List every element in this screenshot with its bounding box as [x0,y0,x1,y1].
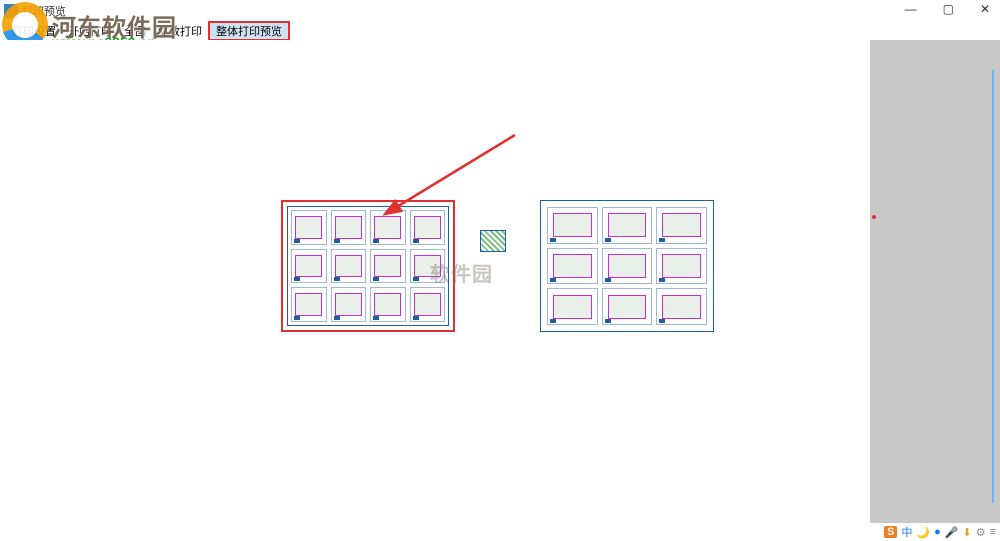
menu-bar: 打印设置 开始打印 全图 缩放打印 整体打印预览 [0,22,1000,40]
tray-icon[interactable]: ≡ [990,526,996,538]
drawing-cell [370,249,406,284]
menu-full-view[interactable]: 全图 [118,22,152,40]
sheet1-grid [291,210,445,322]
tray-icon[interactable]: ● [934,526,941,538]
tray-brand-icon[interactable]: S [884,526,897,538]
drawing-cell [331,210,367,245]
side-panel [870,40,1000,523]
minimize-button[interactable]: — [899,2,923,16]
window-controls: — ▢ ✕ [899,2,996,16]
app-icon [4,4,18,18]
drawing-sheet-1[interactable] [281,200,455,332]
sheet2-grid [547,207,707,325]
tray-icon[interactable]: 🎤 [945,526,959,539]
drawing-cell [602,207,653,244]
window-title: 打印预览 [22,3,66,19]
tray-icon[interactable]: 🌙 [916,526,930,539]
drawing-cell [602,248,653,285]
drawing-cell [547,248,598,285]
menu-start-print[interactable]: 开始打印 [62,22,118,40]
drawing-cell [410,249,446,284]
drawing-cell [410,287,446,322]
tray-icon[interactable]: 中 [901,524,912,540]
preview-canvas: 软件园 [0,40,1000,523]
drawing-cell [547,288,598,325]
drawing-cell [331,249,367,284]
drawing-cell [602,288,653,325]
title-bar: 打印预览 — ▢ ✕ [0,0,1000,22]
drawing-cell [331,287,367,322]
tray-icon[interactable]: ⬇ [962,526,971,539]
menu-overall-preview[interactable]: 整体打印预览 [208,21,290,41]
marker-dot [872,215,876,219]
thumbnail-detail[interactable] [480,230,506,252]
maximize-button[interactable]: ▢ [937,2,960,16]
menu-print-settings[interactable]: 打印设置 [6,22,62,40]
menu-zoom-print[interactable]: 缩放打印 [152,22,208,40]
scroll-indicator[interactable] [992,70,994,503]
drawing-cell [656,207,707,244]
drawing-cell [410,210,446,245]
drawing-cell [291,210,327,245]
tray-icon[interactable]: ⚙ [976,526,986,539]
drawing-cell [370,287,406,322]
drawing-cell [656,288,707,325]
drawing-cell [547,207,598,244]
drawing-sheet-2[interactable] [540,200,714,332]
drawing-cell [291,287,327,322]
drawing-cell [370,210,406,245]
close-button[interactable]: ✕ [974,2,996,16]
drawing-cell [291,249,327,284]
drawing-cell [656,248,707,285]
taskbar-tray: S 中 🌙 ● 🎤 ⬇ ⚙ ≡ [880,523,1000,541]
